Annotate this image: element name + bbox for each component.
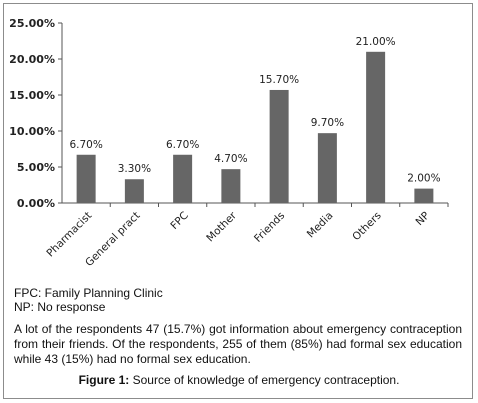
- bar-mother: [221, 169, 241, 203]
- category-label: Pharmacist: [44, 210, 94, 260]
- data-label: 21.00%: [356, 36, 396, 48]
- bar-fpc: [173, 154, 193, 203]
- bar-general-pract: [124, 179, 144, 203]
- y-tick-label: 0.00%: [17, 197, 55, 210]
- abbreviation-legend: FPC: Family Planning Clinic NP: No respo…: [14, 286, 163, 314]
- bar-others: [366, 51, 386, 203]
- y-tick-label: 20.00%: [9, 53, 55, 66]
- y-tick-label: 25.00%: [9, 17, 55, 30]
- data-label: 6.70%: [166, 139, 199, 151]
- caption-label: Figure 1:: [78, 373, 130, 387]
- caption-text: Source of knowledge of emergency contrac…: [132, 373, 400, 387]
- y-axis-ticks: 0.00% 5.00% 10.00% 15.00% 20.00% 25.00%: [9, 17, 62, 210]
- bar-chart: 0.00% 5.00% 10.00% 15.00% 20.00% 25.00% 6.70%…: [9, 17, 449, 269]
- bar-pharmacist: [76, 154, 96, 203]
- data-label: 4.70%: [214, 153, 247, 165]
- bar-friends: [269, 89, 289, 203]
- y-tick-label: 10.00%: [9, 125, 55, 138]
- y-tick-label: 15.00%: [9, 89, 55, 102]
- figure-description: A lot of the respondents 47 (15.7%) got …: [14, 322, 462, 366]
- data-labels-group: 6.70% 3.30% 6.70% 4.70% 15.70% 9.70% 21.00% 2.0…: [69, 36, 440, 185]
- category-label: NP: [413, 210, 432, 229]
- data-label: 9.70%: [311, 117, 344, 129]
- figure-caption: Figure 1: Source of knowledge of emergen…: [0, 373, 478, 387]
- bars-group: [76, 51, 434, 203]
- category-label: Mother: [204, 209, 239, 244]
- data-label: 3.30%: [118, 163, 151, 175]
- data-label: 6.70%: [69, 139, 102, 151]
- data-label: 15.70%: [259, 74, 299, 86]
- bar-media: [317, 133, 337, 203]
- bar-np: [414, 188, 434, 203]
- category-label: Friends: [252, 210, 287, 245]
- category-label: FPC: [168, 210, 190, 232]
- category-label: Others: [350, 210, 383, 243]
- legend-line-np: NP: No response: [14, 300, 106, 314]
- legend-line-fpc: FPC: Family Planning Clinic: [14, 286, 163, 300]
- data-label: 2.00%: [407, 173, 440, 185]
- y-tick-label: 5.00%: [17, 161, 55, 174]
- category-label: Media: [305, 210, 336, 241]
